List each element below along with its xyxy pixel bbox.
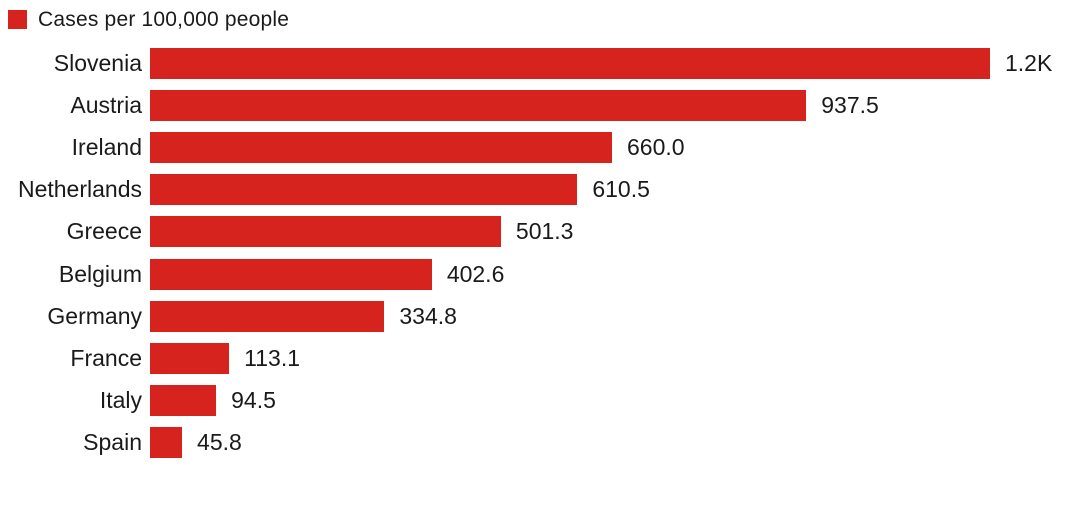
bar-row: Spain 45.8 <box>0 422 1087 464</box>
category-label: Slovenia <box>53 49 142 76</box>
bar <box>150 300 385 332</box>
bar-track: 45.8 <box>150 427 1087 459</box>
value-label: 610.5 <box>592 176 650 203</box>
category-label: Austria <box>70 91 142 118</box>
bar-row: Italy 94.5 <box>0 380 1087 422</box>
value-label: 501.3 <box>515 218 574 245</box>
bar-track: 113.1 <box>150 342 1087 374</box>
bar-track: 402.6 <box>150 258 1087 290</box>
value-label: 45.8 <box>197 429 242 456</box>
category-label: Netherlands <box>17 176 142 203</box>
bar-track: 501.3 <box>150 216 1087 248</box>
value-label: 402.6 <box>446 260 505 287</box>
bar-row: Greece 501.3 <box>0 211 1087 253</box>
bar-rows: Slovenia 1.2K Austria 937.5 Ireland 660.… <box>0 42 1087 464</box>
legend-label: Cases per 100,000 people <box>38 8 290 31</box>
bar <box>150 174 578 206</box>
bar-row: Belgium 402.6 <box>0 253 1087 295</box>
category-label: Germany <box>47 302 142 329</box>
category-label: France <box>70 344 142 371</box>
value-label: 937.5 <box>821 91 879 118</box>
bar-row: Slovenia 1.2K <box>0 42 1087 84</box>
bar-row: Ireland 660.0 <box>0 126 1087 168</box>
bar-row: Germany 334.8 <box>0 295 1087 337</box>
bar-track: 660.0 <box>150 131 1087 163</box>
category-label: Spain <box>83 429 142 456</box>
bar-track: 334.8 <box>150 300 1087 332</box>
category-label: Greece <box>66 218 142 245</box>
bar-track: 94.5 <box>150 385 1087 417</box>
bar <box>150 89 807 121</box>
bar-track: 937.5 <box>150 89 1087 121</box>
bar-track: 610.5 <box>150 174 1087 206</box>
bar <box>150 427 183 459</box>
bar-track: 1.2K <box>150 47 1087 79</box>
bar <box>150 47 990 79</box>
category-label: Belgium <box>58 260 142 287</box>
value-label: 1.2K <box>1005 49 1053 76</box>
bar <box>150 258 432 290</box>
category-label: Italy <box>99 387 142 414</box>
value-label: 334.8 <box>399 302 457 329</box>
bar <box>150 216 501 248</box>
bar <box>150 342 230 374</box>
value-label: 113.1 <box>244 344 301 371</box>
legend-swatch-icon <box>8 10 27 29</box>
legend: Cases per 100,000 people <box>8 9 289 30</box>
bar-row: Austria 937.5 <box>0 84 1087 126</box>
value-label: 660.0 <box>627 133 685 160</box>
bar-row: France 113.1 <box>0 337 1087 379</box>
bar <box>150 385 217 417</box>
value-label: 94.5 <box>231 387 276 414</box>
category-label: Ireland <box>71 133 142 160</box>
bar-row: Netherlands 610.5 <box>0 169 1087 211</box>
bar <box>150 131 612 163</box>
